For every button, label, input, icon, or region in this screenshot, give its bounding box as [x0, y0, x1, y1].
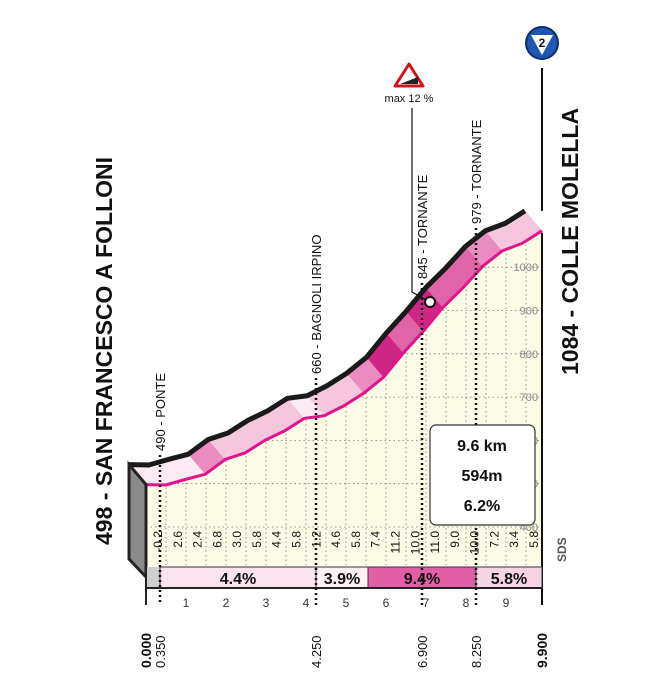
finish-label: 1084 - COLLE MOLELLA: [557, 108, 583, 375]
gradient-label: 5.8: [349, 531, 363, 548]
max-gradient-label: max 12 %: [385, 93, 434, 105]
gradient-label: 7.2: [487, 531, 501, 548]
gradient-label: 4.6: [329, 531, 343, 548]
x-tick-label: 6: [383, 596, 390, 610]
gradient-label: 10.0: [468, 531, 482, 555]
x-tick-label: 8: [463, 596, 470, 610]
x-tick-label: 2: [223, 596, 230, 610]
summary-length: 9.6 km: [457, 438, 507, 455]
x-tick-label: 5: [343, 596, 350, 610]
waypoint-distance: 8.250: [469, 635, 484, 668]
start-wall: [127, 460, 148, 581]
max-gradient-pointer: [411, 108, 431, 303]
waypoint-label: 660 - BAGNOLI IRPINO: [309, 235, 324, 374]
gradient-label: 5.8: [290, 531, 304, 548]
gradient-label: 11.2: [388, 531, 402, 554]
summary-average: 6.2%: [464, 498, 500, 515]
gradient-label: 2.6: [171, 531, 185, 548]
gradient-label: 2.4: [191, 531, 205, 548]
kom-triangle-icon: [531, 35, 553, 55]
x-tick-label: 7: [423, 596, 430, 610]
x-tick-label: 3: [263, 596, 270, 610]
gradient-label: 4.4: [270, 531, 284, 548]
waypoint-distance: 6.900: [415, 635, 430, 668]
x-tick-label: 1: [183, 596, 190, 610]
max-gradient-point: [424, 296, 436, 308]
gradient-label: 7.4: [369, 531, 383, 548]
y-tick-label: 900: [520, 306, 538, 318]
sector-gradient-label: 5.8%: [491, 571, 527, 588]
waypoint-label: 845 - TORNANTE: [415, 174, 430, 279]
y-tick-label: 1000: [514, 262, 538, 274]
x-tick-label: 4: [303, 596, 310, 610]
sector-gradient-label: 4.4%: [220, 571, 256, 588]
road-top-line: [128, 208, 527, 468]
waypoint-distance: 0.350: [153, 635, 168, 668]
y-tick-label: 700: [520, 392, 538, 404]
gradient-label: 3.0: [230, 531, 244, 548]
gradient-label: -0.2: [151, 531, 165, 552]
gradient-label: 11.0: [428, 531, 442, 554]
summary-gain: 594m: [462, 468, 503, 485]
waypoint-label: 979 - TORNANTE: [469, 119, 484, 224]
gradient-label: 5.8: [250, 531, 264, 548]
gradient-label: 10.0: [408, 531, 422, 555]
kom-category: 2: [539, 36, 546, 50]
gradient-label: 9.0: [448, 531, 462, 548]
start-label: 498 - SAN FRANCESCO A FOLLONI: [91, 157, 117, 545]
gradient-label: 6.8: [210, 531, 224, 548]
slope-icon: [400, 77, 418, 84]
sector-gradient-label: 3.9%: [324, 571, 360, 588]
brand-logo: SDS: [555, 537, 569, 562]
distance-start: 0.000: [138, 633, 154, 668]
sector-start-gap: [146, 567, 160, 588]
gradient-label: 3.4: [507, 531, 521, 548]
summary-box: [429, 424, 536, 526]
distance-end: 9.900: [534, 633, 550, 668]
waypoint-label: 490 - PONTE: [153, 373, 168, 451]
waypoint-distance: 4.250: [309, 635, 324, 668]
gradient-label: 5.8: [527, 531, 541, 548]
x-tick-label: 9: [503, 596, 510, 610]
y-tick-label: 800: [520, 349, 538, 361]
